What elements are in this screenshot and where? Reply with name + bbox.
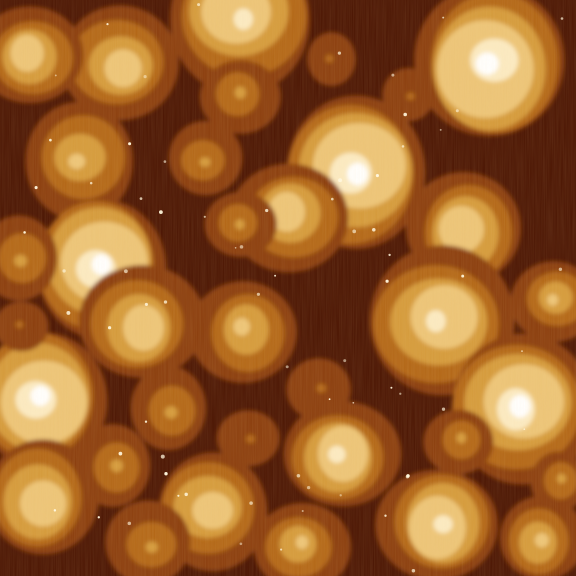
speck	[384, 514, 387, 517]
speck	[89, 181, 93, 185]
speck	[66, 310, 71, 315]
speck	[177, 494, 180, 497]
speck	[97, 516, 100, 519]
speck	[560, 17, 564, 20]
speck	[401, 145, 405, 148]
speck	[330, 197, 334, 201]
speck	[411, 569, 416, 573]
speck	[249, 501, 253, 505]
speck	[375, 174, 379, 178]
speck	[144, 302, 148, 306]
speck	[159, 210, 163, 215]
speck	[306, 485, 311, 490]
speck	[391, 73, 395, 77]
speck	[197, 3, 201, 7]
speck	[234, 246, 237, 249]
speck	[399, 392, 402, 395]
speck	[406, 474, 410, 478]
speck	[352, 401, 355, 404]
speck	[558, 267, 563, 271]
speck	[128, 142, 132, 146]
speck	[34, 186, 38, 190]
speck	[118, 451, 123, 456]
speck	[239, 245, 244, 249]
speck	[372, 228, 376, 232]
speck	[280, 548, 283, 551]
speck	[160, 454, 165, 459]
speck	[343, 359, 347, 363]
speck	[123, 269, 128, 274]
speck	[54, 74, 57, 77]
speck	[328, 398, 331, 401]
speck	[455, 109, 459, 113]
speck	[49, 138, 52, 142]
speck	[339, 494, 342, 497]
speck	[274, 274, 277, 277]
speck	[296, 474, 301, 478]
speck	[352, 229, 357, 234]
speck	[106, 23, 109, 26]
speck	[163, 300, 168, 304]
speck	[143, 75, 147, 79]
speck	[338, 178, 343, 183]
speck	[403, 112, 408, 117]
speck	[53, 509, 57, 512]
speck	[127, 521, 132, 526]
speck	[164, 472, 168, 476]
speck	[163, 160, 167, 163]
speck	[62, 269, 66, 273]
speck	[239, 542, 243, 546]
speck	[461, 274, 465, 278]
speck	[441, 407, 446, 411]
speck	[285, 365, 289, 369]
speck	[390, 386, 393, 389]
speck	[23, 231, 26, 234]
speck	[144, 420, 148, 423]
speck	[256, 292, 260, 296]
speck	[388, 253, 391, 257]
speck	[523, 428, 526, 431]
speck	[337, 51, 342, 55]
speck	[385, 279, 389, 283]
speck	[139, 197, 143, 200]
bright-specks	[23, 3, 564, 573]
speck	[203, 215, 206, 218]
speck	[439, 128, 442, 131]
speck	[184, 492, 188, 497]
speck	[265, 208, 269, 213]
speck	[521, 350, 523, 352]
speck	[107, 326, 112, 330]
speck	[442, 16, 445, 19]
speck	[301, 509, 304, 513]
